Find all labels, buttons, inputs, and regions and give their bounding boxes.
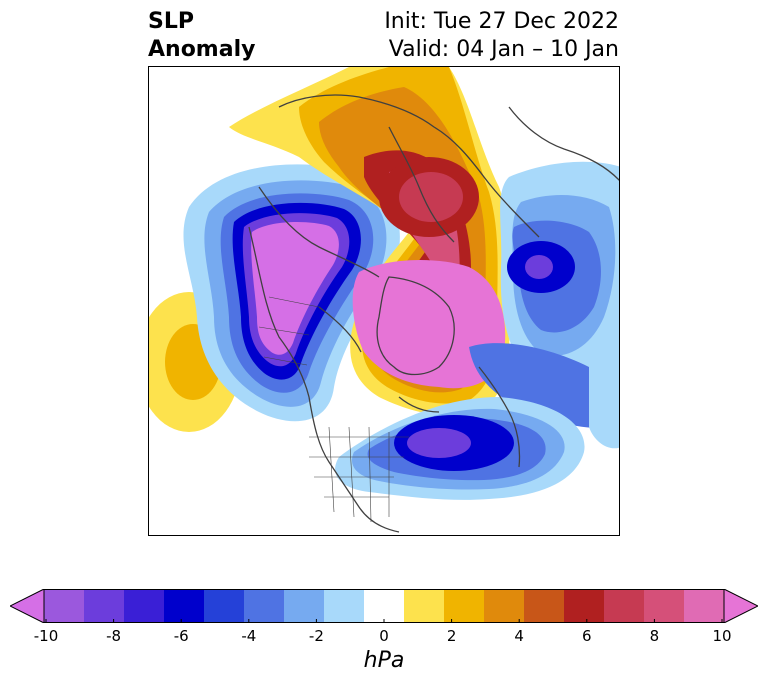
valid-range: Valid: 04 Jan – 10 Jan [388, 37, 619, 62]
colorbar-segment [324, 589, 365, 623]
map-canvas [149, 67, 619, 533]
colorbar-segment [84, 589, 125, 623]
colorbar-tick-label: 0 [379, 627, 389, 645]
colorbar-segment [284, 589, 325, 623]
colorbar-segment [244, 589, 285, 623]
colorbar-min-extension [10, 589, 45, 623]
colorbar-segment [484, 589, 525, 623]
colorbar-segment [564, 589, 605, 623]
colorbar-tick-label: 10 [712, 627, 732, 645]
colorbar-segment [204, 589, 245, 623]
map-title: SLP Anomaly [148, 8, 255, 64]
colorbar [10, 589, 758, 623]
colorbar-segment [124, 589, 165, 623]
colorbar-segment [404, 589, 445, 623]
colorbar-tick-label: -6 [173, 627, 189, 645]
date-info: Init: Tue 27 Dec 2022 Valid: 04 Jan – 10… [384, 8, 619, 64]
political-borders [258, 296, 409, 523]
atlantic-low-anomaly [335, 397, 585, 500]
colorbar-segment [44, 589, 85, 623]
colorbar-tick-label: 6 [582, 627, 592, 645]
colorbar-segment [604, 589, 645, 623]
colorbar-tick-label: 8 [649, 627, 660, 645]
colorbar-tick-label: -2 [308, 627, 324, 645]
colorbar-segment [684, 589, 725, 623]
colorbar-segment [164, 589, 205, 623]
colorbar-tick-label: 2 [446, 627, 457, 645]
colorbar-tick-labels: -10 -8 -6 -4 -2 0 2 4 6 8 10 [0, 627, 768, 647]
colorbar-segment [644, 589, 685, 623]
colorbar-segment [444, 589, 485, 623]
colorbar-segment [364, 589, 405, 623]
colorbar-tick-label: -4 [241, 627, 257, 645]
colorbar-segment [524, 589, 565, 623]
init-date: Init: Tue 27 Dec 2022 [384, 9, 619, 34]
colorbar-max-extension [723, 589, 758, 623]
title-line-1: SLP [148, 9, 194, 34]
colorbar-unit-label: hPa [363, 648, 405, 673]
eurasia-low-band [469, 343, 619, 449]
title-line-2: Anomaly [148, 37, 256, 62]
colorbar-tick-label: -10 [33, 627, 59, 645]
colorbar-tick-label: -8 [106, 627, 122, 645]
colorbar-tick-label: 4 [514, 627, 524, 645]
coastlines [248, 94, 619, 533]
slp-anomaly-map [148, 66, 620, 536]
europe-high-core [379, 157, 479, 237]
